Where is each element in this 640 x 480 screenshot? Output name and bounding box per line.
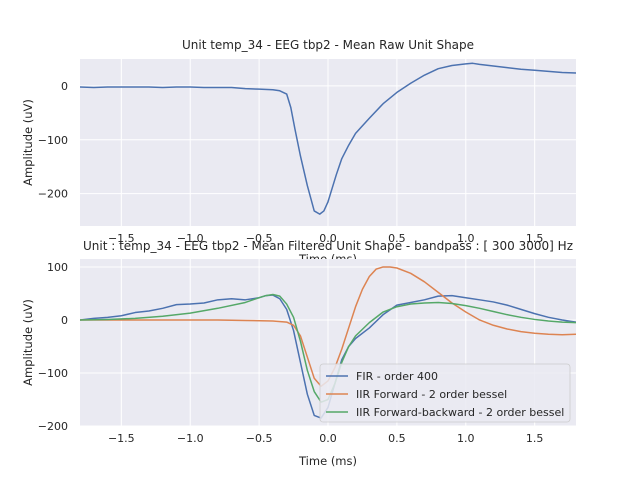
filtered-unit-shape-chart: −1.5 −1.0 −0.5 0.0 0.5 1.0 1.5 100 0 −100 −200 Uni… (21, 239, 576, 468)
x-tick-label: −1.5 (108, 232, 135, 245)
series-line-0 (80, 294, 576, 419)
chart-title: Unit temp_34 - EEG tbp2 - Mean Raw Unit … (182, 38, 474, 52)
raw-unit-shape-chart: −1.5 −1.0 −0.5 0.0 0.5 1.0 1.5 0 −100 −200 Unit t… (21, 38, 576, 266)
legend-entry: IIR Forward - 2 order bessel (356, 388, 507, 401)
y-tick-label: −100 (38, 134, 68, 147)
series-line-0 (80, 62, 576, 215)
x-tick-label: 1.5 (526, 432, 544, 445)
x-tick-label: 0.5 (388, 232, 406, 245)
x-axis-label: Time (ms) (298, 454, 357, 468)
legend-entry: FIR - order 400 (356, 370, 438, 383)
y-axis-label: Amplitude (uV) (21, 99, 35, 186)
x-tick-label: 0.0 (319, 432, 337, 445)
tick-labels: −1.5 −1.0 −0.5 0.0 0.5 1.0 1.5 0 −100 −200 (38, 80, 544, 245)
x-tick-label: 1.0 (457, 232, 475, 245)
x-tick-label: 0.5 (388, 432, 406, 445)
x-tick-label: −1.0 (177, 232, 204, 245)
legend: FIR - order 400 IIR Forward - 2 order bes… (319, 363, 571, 423)
y-tick-label: −100 (38, 367, 68, 380)
x-tick-label: −1.5 (108, 432, 135, 445)
x-tick-label: 1.0 (457, 432, 475, 445)
y-axis-label: Amplitude (uV) (21, 299, 35, 386)
series-layer (80, 62, 576, 215)
tick-labels: −1.5 −1.0 −0.5 0.0 0.5 1.0 1.5 100 0 −100 −200 (38, 261, 544, 445)
y-tick-label: 100 (47, 261, 68, 274)
y-tick-label: 0 (61, 314, 68, 327)
y-tick-label: 0 (61, 80, 68, 93)
series-line-1 (80, 266, 576, 387)
legend-entry: IIR Forward-backward - 2 order bessel (356, 406, 564, 419)
x-tick-label: −0.5 (246, 432, 273, 445)
x-tick-label: −0.5 (246, 232, 273, 245)
legend-box (319, 363, 571, 423)
x-tick-label: 0.0 (319, 232, 337, 245)
y-tick-label: −200 (38, 420, 68, 433)
chart-title: Unit : temp_34 - EEG tbp2 - Mean Filtere… (83, 239, 573, 253)
grid (80, 259, 576, 427)
x-tick-label: 1.5 (526, 232, 544, 245)
y-tick-label: −200 (38, 188, 68, 201)
x-tick-label: −1.0 (177, 432, 204, 445)
grid (80, 59, 576, 226)
